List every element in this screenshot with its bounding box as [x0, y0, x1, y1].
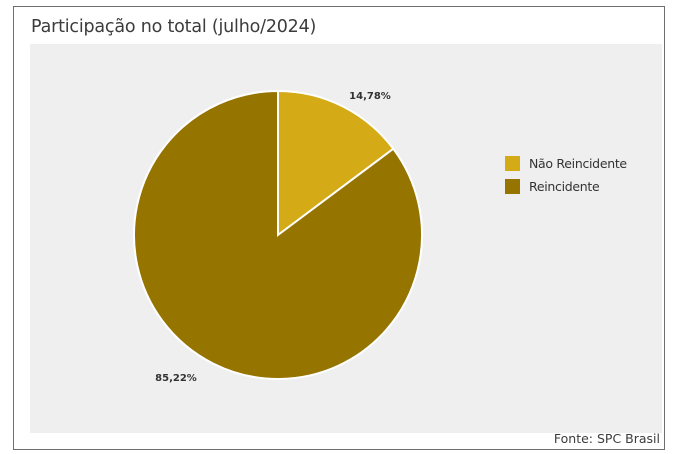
slice-value-label-reincidente: 85,22%: [155, 373, 197, 384]
slice-value-label-nao-reincidente: 14,78%: [349, 91, 391, 102]
legend-label-nao-reincidente: Não Reincidente: [529, 156, 627, 171]
legend-item-nao-reincidente: Não Reincidente: [505, 152, 627, 175]
legend-swatch-nao-reincidente: [505, 156, 520, 171]
legend: Não Reincidente Reincidente: [505, 152, 627, 198]
legend-item-reincidente: Reincidente: [505, 175, 627, 198]
legend-label-reincidente: Reincidente: [529, 179, 599, 194]
pie-slices: [134, 91, 422, 379]
legend-swatch-reincidente: [505, 179, 520, 194]
